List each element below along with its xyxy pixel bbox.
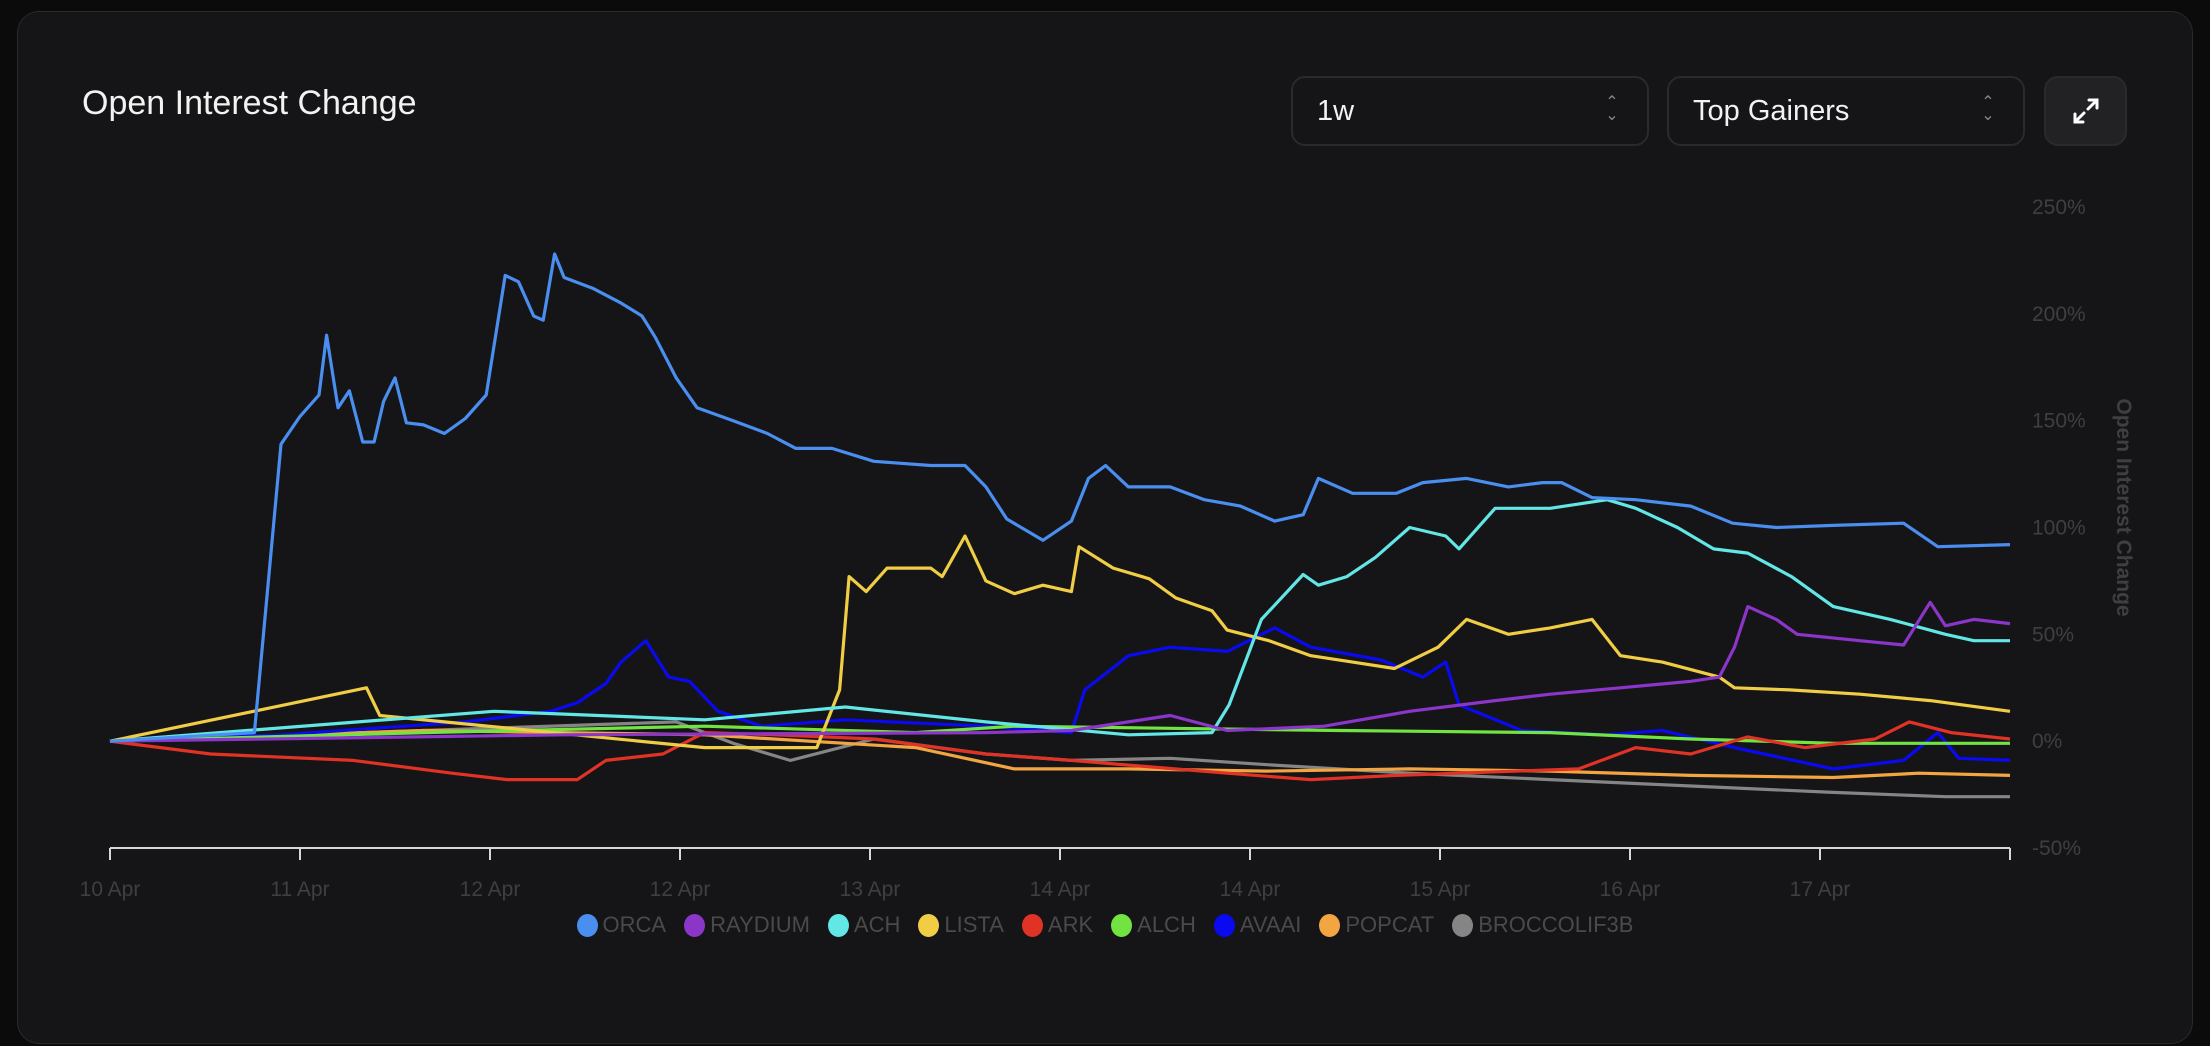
x-tick-label: 15 Apr <box>1410 878 1471 901</box>
y-tick-label: 250% <box>2032 196 2086 219</box>
series-line-orca <box>109 252 2011 743</box>
x-tick-label: 17 Apr <box>1790 878 1851 901</box>
x-tick-label: 10 Apr <box>80 878 141 901</box>
legend-item-alch[interactable]: ALCH <box>1111 912 1196 938</box>
x-tick-label: 16 Apr <box>1600 878 1661 901</box>
y-tick-label: 0% <box>2032 730 2062 753</box>
legend-item-popcat[interactable]: POPCAT <box>1319 912 1434 938</box>
chevron-updown-icon: ⌃ ⌄ <box>1605 94 1619 124</box>
legend-dot-icon <box>684 913 706 937</box>
page-title: Open Interest Change <box>82 84 417 122</box>
y-tick-label: 200% <box>2032 303 2086 326</box>
legend-dot-icon <box>918 913 940 937</box>
legend-item-ark[interactable]: ARK <box>1021 912 1094 938</box>
legend-label: AVAAI <box>1239 912 1302 937</box>
legend-label: POPCAT <box>1345 912 1435 937</box>
legend-label: ACH <box>853 912 901 937</box>
legend-item-broccolif3b[interactable]: BROCCOLIF3B <box>1452 912 1633 938</box>
legend-label: ORCA <box>602 912 667 937</box>
legend-dot-icon <box>827 913 849 937</box>
legend-item-orca[interactable]: ORCA <box>576 912 667 938</box>
legend-item-avaai[interactable]: AVAAI <box>1213 912 1302 938</box>
legend-dot-icon <box>576 913 598 937</box>
chevron-updown-icon: ⌃ ⌄ <box>1981 94 1995 124</box>
x-tick-label: 12 Apr <box>460 878 521 901</box>
legend-dot-icon <box>1319 913 1341 937</box>
x-tick-label: 12 Apr <box>650 878 711 901</box>
y-tick-label: 100% <box>2032 517 2086 540</box>
legend-dot-icon <box>1452 913 1474 937</box>
filter-value: Top Gainers <box>1693 94 1850 127</box>
x-tick-label: 14 Apr <box>1030 878 1091 901</box>
timeframe-value: 1w <box>1317 94 1355 127</box>
timeframe-select[interactable]: 1w ⌃ ⌄ <box>1291 76 1649 146</box>
x-tick-label: 11 Apr <box>270 878 329 901</box>
legend: ORCA RAYDIUM ACH LISTA ARK ALCH AVAAI POPCAT BRO… <box>0 912 2210 938</box>
legend-label: BROCCOLIF3B <box>1478 912 1634 937</box>
x-tick-label: 14 Apr <box>1220 878 1281 901</box>
y-axis-title: Open Interest Change <box>2112 398 2135 616</box>
x-tick-label: 13 Apr <box>840 878 901 901</box>
y-tick-label: -50% <box>2032 837 2081 860</box>
chart-card <box>17 11 2193 1044</box>
legend-dot-icon <box>1213 913 1235 937</box>
series-line-ark <box>109 720 2011 782</box>
y-tick-label: 150% <box>2032 410 2086 433</box>
legend-dot-icon <box>1021 913 1043 937</box>
legend-item-lista[interactable]: LISTA <box>918 912 1004 938</box>
legend-item-ach[interactable]: ACH <box>827 912 901 938</box>
series-line-raydium <box>109 600 2011 743</box>
series-line-ach <box>109 498 2010 743</box>
expand-button[interactable] <box>2044 76 2127 146</box>
legend-label: LISTA <box>944 912 1004 937</box>
legend-label: ARK <box>1047 912 1094 937</box>
legend-label: ALCH <box>1137 912 1196 937</box>
series-line-avaai <box>109 626 2011 771</box>
legend-item-raydium[interactable]: RAYDIUM <box>684 912 810 938</box>
series-line-lista <box>109 534 2011 750</box>
expand-icon <box>2073 98 2098 124</box>
legend-label: RAYDIUM <box>710 912 810 937</box>
filter-select[interactable]: Top Gainers ⌃ ⌄ <box>1667 76 2025 146</box>
legend-dot-icon <box>1111 913 1133 937</box>
y-tick-label: 50% <box>2032 623 2074 646</box>
